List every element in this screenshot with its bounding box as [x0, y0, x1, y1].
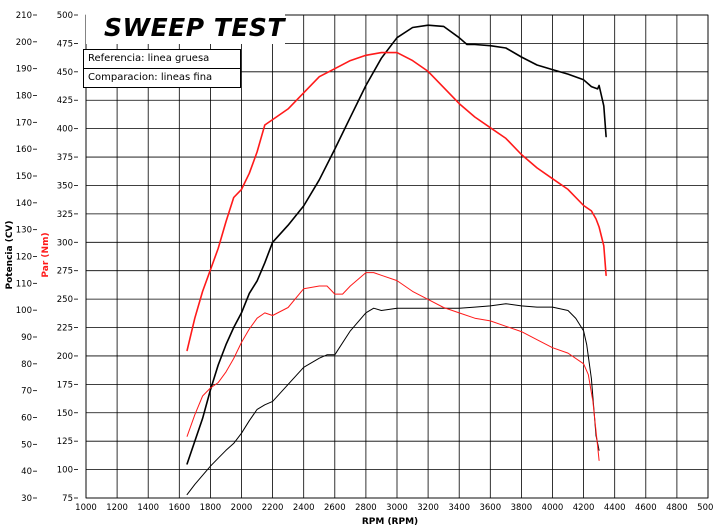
power-tick-label: 160 — [16, 145, 32, 155]
torque-tick-label: 250 — [57, 295, 73, 305]
torque-tick-label: 350 — [57, 181, 73, 191]
title-background — [86, 14, 285, 44]
torque-tick-label: 275 — [57, 267, 73, 277]
torque-tick-label: 475 — [57, 39, 73, 49]
power-tick-label: 190 — [16, 65, 32, 75]
x-tick-label: 3400 — [448, 503, 470, 513]
power-tick-label: 120 — [16, 253, 32, 263]
chart-title: SWEEP TEST — [104, 13, 285, 42]
plot-frame — [85, 14, 709, 499]
series-line-1 — [186, 51, 607, 352]
power-tick-label: 90 — [21, 333, 32, 343]
power-tick-label: 60 — [21, 414, 32, 424]
power-tick-label: 150 — [16, 172, 32, 182]
legend: Referencia: linea gruesa Comparacion: li… — [83, 49, 241, 88]
x-tick-label: 2800 — [355, 503, 377, 513]
power-tick-label: 130 — [16, 226, 32, 236]
series-line-2 — [186, 303, 600, 496]
y-axis-title-torque: Par (Nm) — [41, 232, 51, 277]
torque-tick-label: 300 — [57, 238, 73, 248]
torque-tick-label: 400 — [57, 125, 73, 135]
torque-tick-label: 325 — [57, 210, 73, 220]
legend-item-comparison: Comparacion: lineas fina — [84, 68, 240, 87]
power-tick-label: 40 — [21, 467, 32, 477]
x-tick-label: 2600 — [324, 503, 346, 513]
power-tick-label: 140 — [16, 199, 32, 209]
x-tick-label: 5000 — [697, 503, 713, 513]
x-tick-label: 2400 — [293, 503, 315, 513]
power-tick-label: 210 — [16, 11, 32, 21]
power-tick-label: 100 — [16, 306, 32, 316]
x-tick-label: 2000 — [231, 503, 253, 513]
series-line-3 — [186, 272, 600, 461]
x-tick-label: 3600 — [479, 503, 501, 513]
x-tick-label: 4800 — [666, 503, 688, 513]
torque-tick-label: 200 — [57, 352, 73, 362]
power-tick-label: 70 — [21, 387, 32, 397]
x-tick-label: 4200 — [573, 503, 595, 513]
torque-tick-label: 75 — [62, 494, 73, 504]
grid — [85, 14, 709, 499]
power-tick-label: 200 — [16, 38, 32, 48]
power-tick-label: 30 — [21, 494, 32, 504]
torque-tick-label: 375 — [57, 153, 73, 163]
torque-tick-label: 500 — [57, 11, 73, 21]
x-tick-label: 1000 — [75, 503, 97, 513]
x-tick-label: 4600 — [635, 503, 657, 513]
power-tick-label: 80 — [21, 360, 32, 370]
x-tick-label: 3000 — [386, 503, 408, 513]
series-line-0 — [186, 24, 607, 465]
x-tick-label: 4000 — [542, 503, 564, 513]
power-tick-label: 180 — [16, 92, 32, 102]
x-tick-label: 1200 — [106, 503, 128, 513]
x-tick-label: 3200 — [417, 503, 439, 513]
power-tick-label: 50 — [21, 440, 32, 450]
torque-tick-label: 450 — [57, 68, 73, 78]
x-tick-label: 2200 — [262, 503, 284, 513]
legend-item-reference: Referencia: linea gruesa — [88, 53, 210, 64]
x-tick-label: 3800 — [511, 503, 533, 513]
torque-tick-label: 150 — [57, 409, 73, 419]
torque-tick-label: 125 — [57, 437, 73, 447]
y-axis-title-power: Potencia (CV) — [5, 220, 15, 289]
torque-tick-label: 225 — [57, 324, 73, 334]
torque-tick-label: 100 — [57, 466, 73, 476]
torque-tick-label: 425 — [57, 96, 73, 106]
x-tick-label: 4400 — [604, 503, 626, 513]
power-tick-label: 170 — [16, 118, 32, 128]
torque-tick-label: 175 — [57, 380, 73, 390]
power-tick-label: 110 — [16, 279, 32, 289]
x-axis-title: RPM (RPM) — [362, 517, 418, 527]
x-tick-label: 1800 — [200, 503, 222, 513]
series-lines — [186, 24, 607, 496]
tick-labels: 1000 1200 1400 1600 1800 2000 2200 2400 2600 2800… — [16, 11, 713, 513]
x-tick-label: 1400 — [137, 503, 159, 513]
x-tick-label: 1600 — [168, 503, 190, 513]
